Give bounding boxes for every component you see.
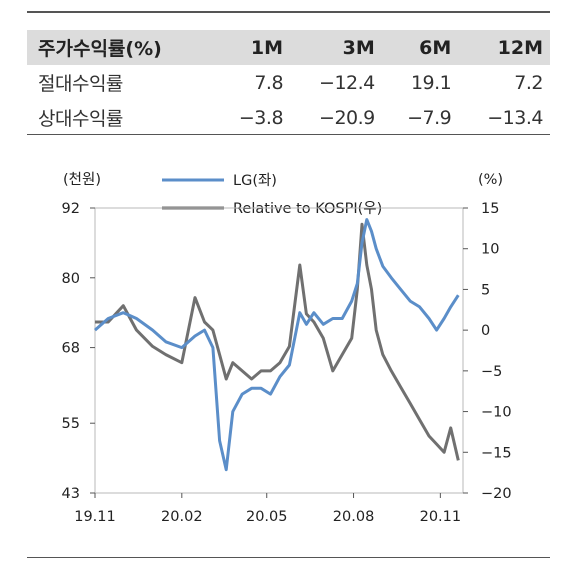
row-label: 상대수익률 [38, 108, 123, 130]
table-cell: 19.1 [410, 71, 452, 94]
y-left-tick-label: 43 [62, 486, 80, 502]
chart-bottom-rule [27, 557, 550, 558]
table-cell: 7.2 [514, 71, 543, 94]
x-tick-label: 20.05 [246, 509, 288, 525]
right-axis-unit: (%) [478, 172, 503, 188]
table-row: 절대수익률 7.8 −12.4 19.1 7.2 [27, 65, 550, 100]
table-top-rule [27, 11, 550, 13]
returns-table: 주가수익률(%) 1M 3M 6M 12M 절대수익률 7.8 −12.4 19… [27, 30, 550, 135]
y-left-tick-label: 68 [62, 341, 80, 357]
x-tick-label: 20.02 [161, 509, 203, 525]
x-tick-label: 20.11 [420, 509, 462, 525]
table-cell: −12.4 [319, 71, 375, 94]
table-cell: −3.8 [238, 106, 284, 129]
y-right-tick-label: −10 [481, 405, 512, 421]
y-right-tick-label: 10 [481, 242, 499, 258]
x-tick-label: 20.08 [333, 509, 375, 525]
header-cell: 주가수익률(%) [27, 30, 214, 65]
row-label: 절대수익률 [38, 73, 123, 95]
series-lines [94, 218, 460, 472]
table-bottom-rule [27, 134, 550, 135]
header-cell: 12M [458, 30, 550, 65]
table-cell: 7.8 [254, 71, 284, 94]
header-cell: 1M [213, 30, 291, 65]
y-right-tick-label: 0 [481, 323, 490, 339]
table-header-row: 주가수익률(%) 1M 3M 6M 12M [27, 30, 550, 65]
series-line-relative-kospi [95, 222, 460, 461]
legend-label-relative: Relative to KOSPI(우) [233, 201, 382, 217]
series-line-lg [94, 218, 460, 472]
axes: 43 55 68 80 92 −20 −15 −10 −5 0 5 10 15 19.11 20.02 20.… [62, 201, 512, 525]
y-right-tick-label: 5 [481, 282, 490, 298]
y-right-tick-label: −15 [481, 445, 512, 461]
y-right-tick-label: −20 [481, 486, 512, 502]
left-axis-unit: (천원) [63, 171, 101, 188]
legend-label-lg: LG(좌) [233, 172, 277, 189]
y-left-tick-label: 92 [62, 201, 80, 217]
y-left-tick-label: 80 [62, 271, 80, 287]
y-right-tick-label: 15 [481, 201, 499, 217]
header-cell: 6M [381, 30, 459, 65]
x-tick-label: 19.11 [74, 509, 116, 525]
plot-frame [94, 207, 464, 494]
y-right-tick-label: −5 [481, 364, 502, 380]
line-chart: (천원) (%) LG(좌) Relative to KOSPI(우) 4355… [62, 171, 512, 525]
y-left-tick-label: 55 [62, 416, 80, 432]
table-cell: −20.9 [319, 106, 375, 129]
header-cell: 3M [290, 30, 382, 65]
table-cell: −7.9 [407, 106, 452, 129]
table-cell: −13.4 [487, 106, 543, 129]
table-row: 상대수익률 −3.8 −20.9 −7.9 −13.4 [27, 100, 550, 135]
